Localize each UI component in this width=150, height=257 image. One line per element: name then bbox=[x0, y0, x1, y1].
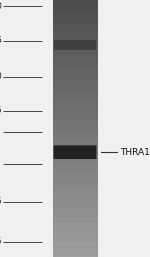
Text: 135: 135 bbox=[0, 36, 2, 45]
Text: 48: 48 bbox=[0, 160, 2, 169]
Text: 63: 63 bbox=[0, 127, 2, 136]
Text: 25: 25 bbox=[0, 237, 2, 246]
Text: 75: 75 bbox=[0, 106, 2, 115]
Bar bbox=[54, 40, 96, 50]
Text: 100: 100 bbox=[0, 72, 2, 81]
Text: 180: 180 bbox=[0, 2, 2, 11]
Text: 35: 35 bbox=[0, 197, 2, 206]
Text: THRA1+2: THRA1+2 bbox=[120, 148, 150, 157]
FancyBboxPatch shape bbox=[54, 145, 96, 159]
